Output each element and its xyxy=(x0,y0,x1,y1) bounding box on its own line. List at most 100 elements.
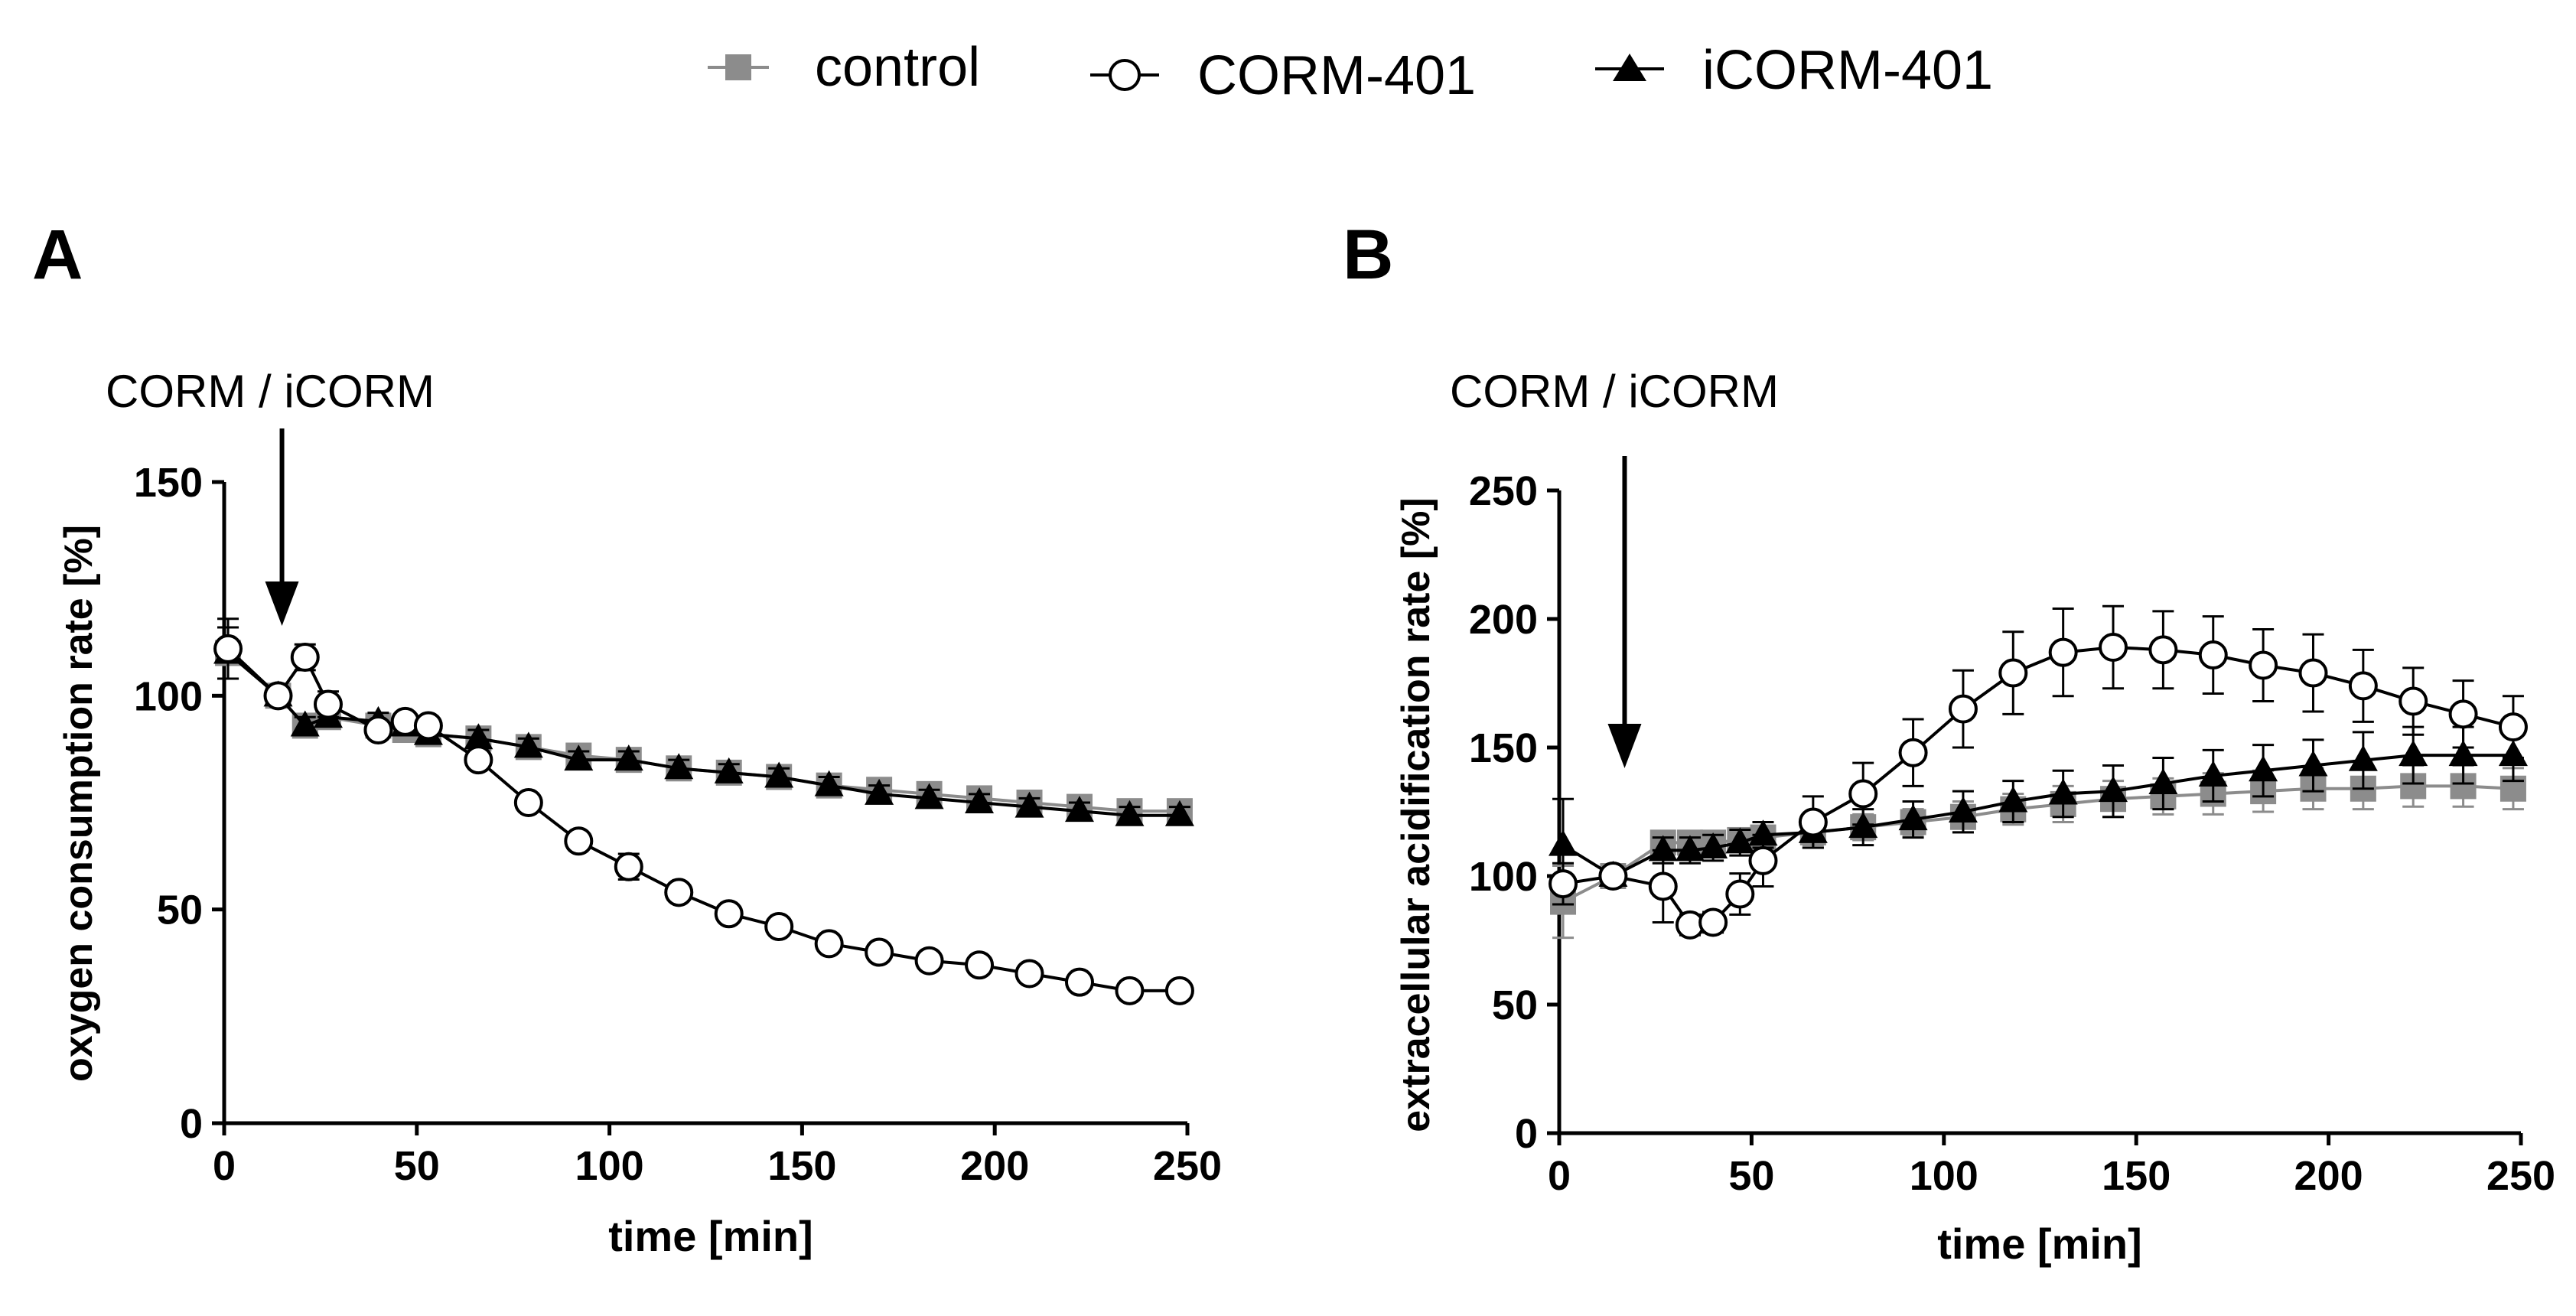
data-point-circle xyxy=(1164,976,1194,1005)
x-tick-label: 0 xyxy=(1548,1153,1571,1199)
legend-marker-square xyxy=(725,54,751,80)
data-point-circle xyxy=(1549,869,1578,899)
x-tick-label: 100 xyxy=(1910,1153,1978,1199)
data-point-circle xyxy=(2249,650,2278,680)
data-point-circle xyxy=(2298,658,2328,688)
legend-entry-corm401: CORM-401 xyxy=(1090,45,1476,106)
data-point-circle xyxy=(764,912,794,942)
data-point-circle xyxy=(1014,959,1044,989)
data-point-triangle xyxy=(464,723,493,750)
data-point-triangle xyxy=(1064,796,1094,822)
series-line xyxy=(226,647,1180,992)
series-line xyxy=(1562,754,2513,878)
legend-entry-control: control xyxy=(708,37,980,98)
arrow-b xyxy=(1607,456,1642,768)
plot-b xyxy=(1549,604,2528,940)
data-point-triangle xyxy=(2198,760,2228,787)
data-point-circle xyxy=(2448,699,2478,729)
data-point-circle xyxy=(1725,879,1755,909)
legend-marker-filled-triangle xyxy=(1613,54,1646,81)
data-point-circle xyxy=(2498,712,2528,742)
data-point-triangle xyxy=(513,731,543,758)
data-point-circle xyxy=(413,711,443,741)
series-corm-401 xyxy=(213,617,1194,1005)
data-point-triangle xyxy=(664,753,694,780)
data-point-circle xyxy=(1648,871,1678,901)
x-tick-label: 0 xyxy=(213,1143,236,1189)
x-tick-label: 150 xyxy=(2102,1153,2171,1199)
axes-a: 0 50 100 150 200 250 0 50 100 150 xyxy=(134,460,1222,1189)
data-point-circle xyxy=(614,852,643,881)
data-point-triangle xyxy=(2099,776,2128,803)
y-tick-label: 100 xyxy=(1469,854,1538,900)
data-point-triangle xyxy=(2348,744,2378,771)
legend-label-corm401: CORM-401 xyxy=(1197,45,1476,106)
x-tick-label: 200 xyxy=(2294,1153,2363,1199)
data-point-circle xyxy=(965,950,995,980)
data-point-circle xyxy=(914,946,944,976)
data-point-circle xyxy=(814,929,844,959)
data-point-triangle xyxy=(2399,740,2428,767)
data-point-circle xyxy=(313,689,343,719)
data-point-triangle xyxy=(1948,796,1978,822)
data-point-circle xyxy=(390,706,420,736)
y-axis-label-a: oxygen consumption rate [%] xyxy=(57,525,101,1082)
data-point-circle xyxy=(2048,637,2078,667)
data-point-triangle xyxy=(1898,804,1928,831)
data-point-circle xyxy=(1748,845,1778,875)
legend-entry-icorm401: iCORM-401 xyxy=(1595,40,1993,101)
legend-label-icorm401: iCORM-401 xyxy=(1702,40,1993,101)
arrow-a xyxy=(265,428,299,626)
x-tick-label: 100 xyxy=(575,1143,644,1189)
panel-letter-a: A xyxy=(32,216,83,294)
data-point-triangle xyxy=(1014,791,1044,818)
x-axis-label-b: time [min] xyxy=(1937,1220,2142,1268)
x-tick-label: 250 xyxy=(2486,1153,2555,1199)
data-point-circle xyxy=(513,788,543,817)
x-tick-label: 250 xyxy=(1153,1143,1222,1189)
data-point-triangle xyxy=(1549,829,1578,856)
data-point-triangle xyxy=(2048,778,2078,805)
series-line xyxy=(226,651,1180,817)
annotation-a: CORM / iCORM xyxy=(106,366,435,417)
x-tick-label: 150 xyxy=(767,1143,836,1189)
y-tick-label: 50 xyxy=(157,888,203,933)
data-point-circle xyxy=(865,937,894,967)
data-point-circle xyxy=(1115,976,1145,1005)
data-point-circle xyxy=(1998,658,2028,688)
data-point-triangle xyxy=(1725,827,1755,854)
data-point-circle xyxy=(2399,686,2428,716)
y-tick-label: 0 xyxy=(180,1101,203,1147)
axes-b: 0 50 100 150 200 250 0 50 100 150 200 250 xyxy=(1469,468,2555,1199)
data-point-circle xyxy=(664,878,694,907)
chart-panel-b: CORM / iCORM 0 50 100 150 200 250 0 50 100 150 200… xyxy=(1394,366,2555,1268)
x-tick-label: 50 xyxy=(394,1143,440,1189)
x-tick-label: 200 xyxy=(960,1143,1029,1189)
y-tick-label: 200 xyxy=(1469,597,1538,643)
y-tick-label: 100 xyxy=(134,673,203,719)
data-point-circle xyxy=(2348,671,2378,701)
data-point-triangle xyxy=(1648,835,1678,862)
data-point-triangle xyxy=(564,744,594,771)
data-point-circle xyxy=(213,634,243,663)
data-point-circle xyxy=(1598,862,1628,891)
y-tick-label: 50 xyxy=(1492,982,1538,1028)
annotation-arrow-head xyxy=(1607,724,1642,768)
data-point-triangle xyxy=(1998,786,2028,813)
chart-panel-a: CORM / iCORM 0 50 100 150 200 250 0 50 100 150 ti… xyxy=(57,366,1222,1260)
data-point-triangle xyxy=(1698,832,1728,859)
legend: control CORM-401 iCORM-401 xyxy=(708,37,1993,106)
data-point-circle xyxy=(1698,907,1728,937)
data-point-circle xyxy=(1948,694,1978,724)
y-tick-label: 150 xyxy=(1469,725,1538,771)
y-tick-label: 250 xyxy=(1469,468,1538,514)
data-point-triangle xyxy=(2448,740,2478,767)
data-point-circle xyxy=(1898,738,1928,767)
data-point-circle xyxy=(2099,632,2128,662)
data-point-circle xyxy=(2198,640,2228,670)
data-point-triangle xyxy=(2298,750,2328,777)
data-point-triangle xyxy=(1675,835,1705,862)
plot-a xyxy=(213,617,1194,1005)
